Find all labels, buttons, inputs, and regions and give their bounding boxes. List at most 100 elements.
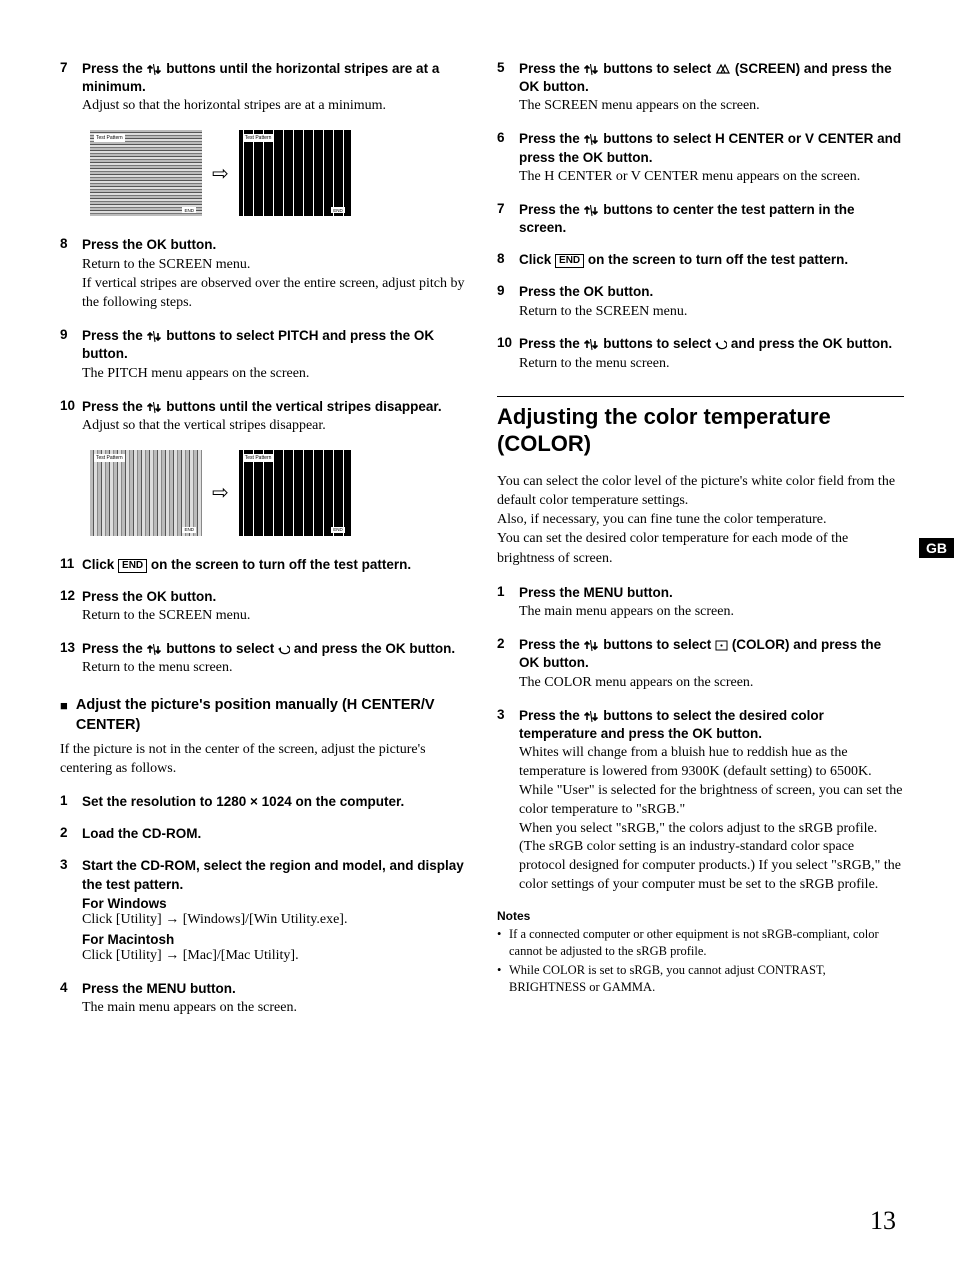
bullet-icon: • — [497, 926, 509, 960]
figure-end-label: END — [331, 207, 345, 213]
up-down-icon — [584, 640, 600, 652]
step-heading: Click END on the screen to turn off the … — [519, 251, 904, 269]
step-description: Whites will change from a bluish hue to … — [519, 744, 904, 895]
step-b1: 1 Set the resolution to 1280 × 1024 on t… — [60, 793, 467, 811]
text: Press the — [82, 641, 147, 656]
text: Click — [519, 252, 555, 267]
text: Press the — [82, 61, 147, 76]
step-heading: Press the buttons to select and press th… — [82, 640, 467, 658]
step-number: 1 — [497, 584, 519, 622]
arrow-icon: ⇨ — [212, 480, 229, 505]
step-number: 2 — [60, 825, 82, 843]
up-down-icon — [147, 644, 163, 656]
step-number: 2 — [497, 636, 519, 692]
up-down-icon — [147, 402, 163, 414]
text: and press the OK button. — [290, 641, 455, 656]
step-r9: 9 Press the OK button. Return to the SCR… — [497, 283, 904, 321]
return-icon — [278, 644, 290, 655]
step-description: Adjust so that the vertical stripes disa… — [82, 417, 467, 436]
text: Press the — [82, 399, 147, 414]
step-heading: Press the OK button. — [519, 283, 904, 301]
step-number: 8 — [60, 236, 82, 313]
notes-heading: Notes — [497, 909, 904, 923]
bullet-icon: • — [497, 962, 509, 996]
figure-label: Test Pattern — [94, 134, 125, 142]
step-r7: 7 Press the buttons to center the test p… — [497, 201, 904, 237]
text: on the screen to turn off the test patte… — [147, 557, 411, 572]
step-b2: 2 Load the CD-ROM. — [60, 825, 467, 843]
step-number: 9 — [497, 283, 519, 321]
text: Press the — [82, 328, 147, 343]
step-number: 3 — [497, 707, 519, 896]
step-b3: 3 Start the CD-ROM, select the region an… — [60, 857, 467, 965]
step-c1: 1 Press the MENU button. The main menu a… — [497, 584, 904, 622]
figure-after: Test Pattern END — [239, 450, 351, 536]
step-number: 9 — [60, 327, 82, 383]
text: Press the — [519, 131, 584, 146]
note-item: • If a connected computer or other equip… — [497, 926, 904, 960]
step-heading: Press the buttons until the vertical str… — [82, 398, 467, 416]
text: Press the — [519, 637, 584, 652]
step-description: If vertical stripes are observed over th… — [82, 275, 467, 313]
step-number: 6 — [497, 130, 519, 186]
text: and press the OK button. — [727, 336, 892, 351]
up-down-icon — [147, 64, 163, 76]
step-description: The PITCH menu appears on the screen. — [82, 365, 467, 384]
text: Press the — [519, 708, 584, 723]
figure-end-label: END — [182, 527, 196, 533]
section-title: Adjusting the color temperature (COLOR) — [497, 403, 904, 458]
platform-path: Click [Utility] → [Mac]/[Mac Utility]. — [82, 947, 467, 966]
text: buttons to select — [163, 641, 279, 656]
square-bullet-icon: ■ — [60, 696, 68, 735]
step-9: 9 Press the buttons to select PITCH and … — [60, 327, 467, 383]
step-number: 4 — [60, 980, 82, 1018]
step-7: 7 Press the buttons until the horizontal… — [60, 60, 467, 116]
subsection-intro: If the picture is not in the center of t… — [60, 741, 467, 779]
up-down-icon — [584, 339, 600, 351]
step-11: 11 Click END on the screen to turn off t… — [60, 556, 467, 574]
figure-after: Test Pattern END — [239, 130, 351, 216]
content-columns: 7 Press the buttons until the horizontal… — [60, 60, 904, 1032]
step-r5: 5 Press the buttons to select (SCREEN) a… — [497, 60, 904, 116]
step-heading: Load the CD-ROM. — [82, 825, 467, 843]
step-heading: Press the MENU button. — [82, 980, 467, 998]
subsection-position: ■ Adjust the picture's position manually… — [60, 696, 467, 735]
note-text: While COLOR is set to sRGB, you cannot a… — [509, 962, 904, 996]
step-heading: Press the buttons to select H CENTER or … — [519, 130, 904, 166]
arrow-icon: ⇨ — [212, 161, 229, 186]
subsection-title-text: Adjust the picture's position manually (… — [76, 696, 467, 735]
figure-end-label: END — [331, 527, 345, 533]
step-description: The H CENTER or V CENTER menu appears on… — [519, 168, 904, 187]
step-c3: 3 Press the buttons to select the desire… — [497, 707, 904, 896]
platform-label: For Windows — [82, 896, 467, 911]
up-down-icon — [147, 331, 163, 343]
step-13: 13 Press the buttons to select and press… — [60, 640, 467, 678]
screen-icon — [715, 63, 731, 75]
section-intro: You can select the color level of the pi… — [497, 472, 904, 569]
step-r10: 10 Press the buttons to select and press… — [497, 335, 904, 373]
step-description: The main menu appears on the screen. — [519, 603, 904, 622]
up-down-icon — [584, 205, 600, 217]
right-column: 5 Press the buttons to select (SCREEN) a… — [497, 60, 904, 1032]
step-heading: Press the buttons until the horizontal s… — [82, 60, 467, 96]
subsection-heading: ■ Adjust the picture's position manually… — [60, 696, 467, 735]
figure-label: Test Pattern — [94, 454, 125, 462]
step-description: Adjust so that the horizontal stripes ar… — [82, 97, 467, 116]
step-description: Return to the SCREEN menu. — [519, 303, 904, 322]
step-number: 3 — [60, 857, 82, 965]
step-heading: Click END on the screen to turn off the … — [82, 556, 467, 574]
note-item: • While COLOR is set to sRGB, you cannot… — [497, 962, 904, 996]
end-button-icon: END — [555, 254, 584, 268]
page-number: 13 — [870, 1206, 896, 1236]
step-heading: Press the buttons to select PITCH and pr… — [82, 327, 467, 363]
up-down-icon — [584, 134, 600, 146]
return-icon — [715, 339, 727, 350]
figure-horizontal-stripes: Test Pattern END ⇨ Test Pattern END — [90, 130, 467, 216]
figure-before: Test Pattern END — [90, 450, 202, 536]
step-heading: Press the buttons to select (SCREEN) and… — [519, 60, 904, 96]
step-number: 11 — [60, 556, 82, 574]
step-heading: Press the buttons to center the test pat… — [519, 201, 904, 237]
text: Click — [82, 557, 118, 572]
step-description: Return to the menu screen. — [82, 659, 467, 678]
step-number: 10 — [497, 335, 519, 373]
